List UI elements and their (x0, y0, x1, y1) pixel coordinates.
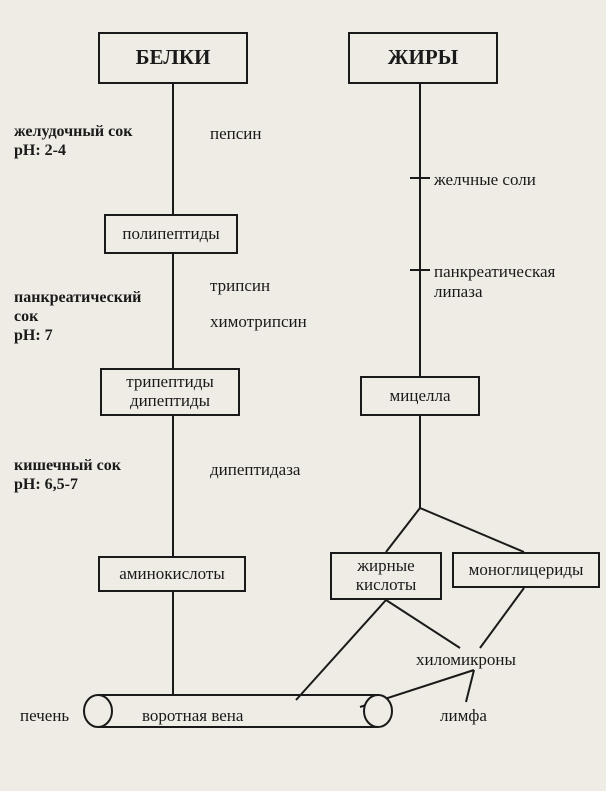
edges-svg (0, 0, 606, 791)
label-intestinal: кишечный сок рН: 6,5-7 (14, 456, 121, 494)
label-dipeptidase: дипептидаза (210, 460, 300, 480)
label-chymo: химотрипсин (210, 312, 307, 332)
node-micelle: мицелла (360, 376, 480, 416)
label-chylo: хиломикроны (416, 650, 516, 670)
label-pancreatic: панкреатический сок рН: 7 (14, 288, 141, 346)
node-tripeptides: трипептиды дипептиды (100, 368, 240, 416)
label-portal: воротная вена (142, 706, 243, 726)
node-polypeptides: полипептиды (104, 214, 238, 254)
node-fats: ЖИРЫ (348, 32, 498, 84)
label-pepsin: пепсин (210, 124, 261, 144)
diagram-canvas: БЕЛКИ ЖИРЫ полипептиды трипептиды дипептиды… (0, 0, 606, 791)
node-proteins: БЕЛКИ (98, 32, 248, 84)
node-monoglyc: моноглицериды (452, 552, 600, 588)
label-plipase: панкреатическая липаза (434, 262, 555, 303)
label-liver: печень (20, 706, 69, 726)
label-trypsin: трипсин (210, 276, 270, 296)
label-lymph: лимфа (440, 706, 487, 726)
label-bile: желчные соли (434, 170, 536, 190)
node-fattyacids: жирные кислоты (330, 552, 442, 600)
node-aminoacids: аминокислоты (98, 556, 246, 592)
label-gastric: желудочный сок рН: 2-4 (14, 122, 132, 160)
